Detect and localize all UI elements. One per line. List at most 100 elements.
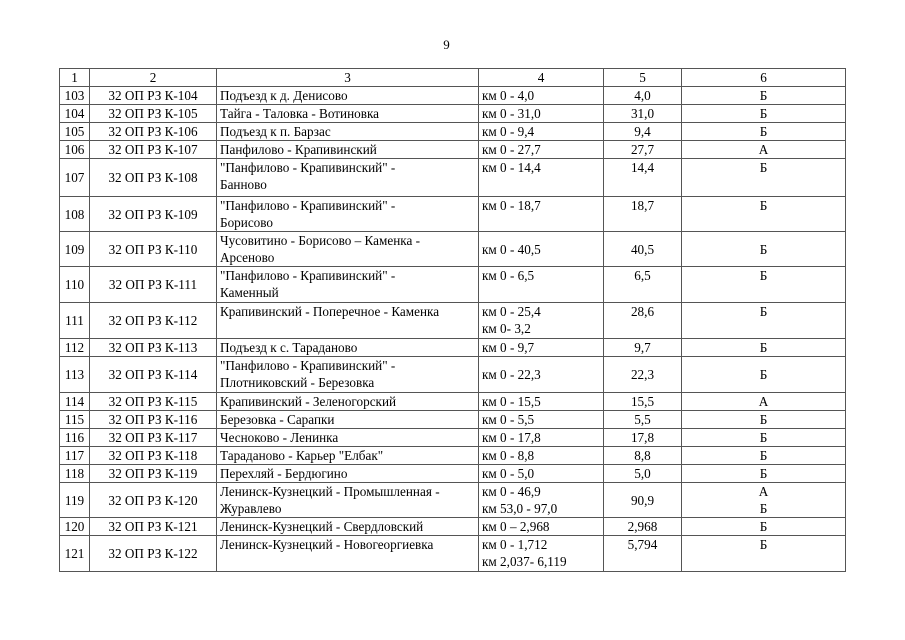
road-code: 32 ОП РЗ К-110	[89, 231, 217, 267]
road-name-line: Крапивинский - Поперечное - Каменка	[220, 304, 440, 319]
row-number: 106	[59, 140, 90, 159]
row-number: 104	[59, 104, 90, 123]
row-number: 120	[59, 517, 90, 536]
km-range-line: км 0 - 15,5	[482, 394, 541, 409]
km-range: км 0 - 27,7	[478, 140, 604, 159]
road-category: Б	[681, 302, 846, 339]
road-name: Чесноково - Ленинка	[216, 428, 479, 447]
road-name: Подъезд к д. Денисово	[216, 86, 479, 105]
road-length: 9,4	[603, 122, 682, 141]
road-name-line: Тайга - Таловка - Вотиновка	[220, 106, 380, 121]
road-category-line: Б	[759, 519, 768, 534]
road-code: 32 ОП РЗ К-119	[89, 464, 217, 483]
road-category: Б	[681, 517, 846, 536]
km-range-line: км 0 - 14,4	[482, 160, 541, 175]
km-range-line: км 0 – 2,968	[482, 519, 550, 534]
road-category-line: Б	[759, 501, 768, 516]
km-range-line: км 0 - 1,712	[482, 537, 548, 552]
km-range: км 0 - 22,3	[478, 356, 604, 393]
road-length: 2,968	[603, 517, 682, 536]
road-name-line: Ленинск-Кузнецкий - Свердловский	[220, 519, 424, 534]
km-range: км 0 – 2,968	[478, 517, 604, 536]
table-row: 104 32 ОП РЗ К-105 Тайга - Таловка - Вотин…	[59, 104, 846, 123]
km-range: км 0 - 40,5	[478, 231, 604, 267]
row-number: 117	[59, 446, 90, 465]
road-category: Б	[681, 338, 846, 357]
road-category-line: Б	[759, 412, 768, 427]
row-number: 110	[59, 266, 90, 303]
km-range-line: км 53,0 - 97,0	[482, 501, 558, 516]
table-row: 116 32 ОП РЗ К-117 Чесноково - Ленинка км 0…	[59, 428, 846, 447]
row-number: 119	[59, 482, 90, 518]
road-length: 27,7	[603, 140, 682, 159]
road-name-line: Журавлево	[220, 501, 282, 516]
road-name-line: Борисово	[220, 215, 273, 230]
table-row: 103 32 ОП РЗ К-104 Подъезд к д. Денисово км…	[59, 86, 846, 105]
table-row: 112 32 ОП РЗ К-113 Подъезд к с. Тараданово…	[59, 338, 846, 357]
road-category: Б	[681, 410, 846, 429]
road-category: Б	[681, 535, 846, 572]
road-name-line: Чусовитино - Борисово – Каменка -	[220, 233, 421, 248]
road-category-line: Б	[759, 340, 768, 355]
road-name-line: "Панфилово - Крапивинский" -	[220, 160, 396, 175]
road-code: 32 ОП РЗ К-106	[89, 122, 217, 141]
road-category-line: Б	[759, 88, 768, 103]
header-col-2: 2	[89, 68, 217, 87]
table-row: 111 32 ОП РЗ К-112 Крапивинский - Поперечн…	[59, 302, 846, 339]
km-range-line: км 0 - 25,4	[482, 304, 541, 319]
km-range-line: км 0 - 46,9	[482, 484, 541, 499]
row-number: 107	[59, 158, 90, 197]
road-length: 17,8	[603, 428, 682, 447]
road-category-line: Б	[759, 241, 768, 257]
road-category: Б	[681, 86, 846, 105]
road-name-line: Подъезд к д. Денисово	[220, 88, 348, 103]
road-code: 32 ОП РЗ К-107	[89, 140, 217, 159]
road-name: Тараданово - Карьер "Елбак"	[216, 446, 479, 465]
road-category-line: Б	[759, 304, 768, 319]
road-code: 32 ОП РЗ К-117	[89, 428, 217, 447]
road-name: Крапивинский - Поперечное - Каменка	[216, 302, 479, 339]
road-category-line: А	[758, 394, 769, 409]
road-category-line: Б	[759, 160, 768, 175]
km-range: км 0 - 5,0	[478, 464, 604, 483]
km-range: км 0 - 9,4	[478, 122, 604, 141]
page-number: 9	[443, 37, 450, 52]
road-name: Чусовитино - Борисово – Каменка - Арсенов…	[216, 231, 479, 267]
road-category-line: Б	[759, 106, 768, 121]
km-range-line: км 0 - 18,7	[482, 198, 541, 213]
road-length: 5,5	[603, 410, 682, 429]
road-category: Б	[681, 464, 846, 483]
road-code: 32 ОП РЗ К-109	[89, 196, 217, 232]
road-name-line: Подъезд к п. Барзас	[220, 124, 331, 139]
km-range: км 0 - 25,4 км 0- 3,2	[478, 302, 604, 339]
road-category: Б	[681, 158, 846, 197]
km-range: км 0 - 14,4	[478, 158, 604, 197]
road-category: Б	[681, 122, 846, 141]
road-name: "Панфилово - Крапивинский" - Борисово	[216, 196, 479, 232]
road-length: 31,0	[603, 104, 682, 123]
km-range-line: км 2,037- 6,119	[482, 554, 567, 569]
km-range-line: км 0 - 4,0	[482, 88, 535, 103]
km-range: км 0 - 18,7	[478, 196, 604, 232]
header-col-1: 1	[59, 68, 90, 87]
road-name-line: Крапивинский - Зеленогорский	[220, 394, 397, 409]
road-name-line: Подъезд к с. Тараданово	[220, 340, 358, 355]
road-name: Подъезд к п. Барзас	[216, 122, 479, 141]
km-range: км 0 - 9,7	[478, 338, 604, 357]
road-name-line: Арсеново	[220, 250, 275, 265]
road-category: Б	[681, 231, 846, 267]
table-row: 119 32 ОП РЗ К-120 Ленинск-Кузнецкий - Про…	[59, 482, 846, 518]
road-name-line: "Панфилово - Крапивинский" -	[220, 198, 396, 213]
road-length: 14,4	[603, 158, 682, 197]
road-name: Ленинск-Кузнецкий - Промышленная - Журавл…	[216, 482, 479, 518]
header-col-4: 4	[478, 68, 604, 87]
road-code: 32 ОП РЗ К-116	[89, 410, 217, 429]
row-number: 111	[59, 302, 90, 339]
road-category-line: Б	[759, 198, 768, 213]
row-number: 118	[59, 464, 90, 483]
road-name-line: "Панфилово - Крапивинский" -	[220, 358, 396, 373]
table-row: 109 32 ОП РЗ К-110 Чусовитино - Борисово –…	[59, 231, 846, 267]
road-name: Тайга - Таловка - Вотиновка	[216, 104, 479, 123]
km-range: км 0 - 46,9 км 53,0 - 97,0	[478, 482, 604, 518]
table-row: 108 32 ОП РЗ К-109 "Панфилово - Крапивинск…	[59, 196, 846, 232]
